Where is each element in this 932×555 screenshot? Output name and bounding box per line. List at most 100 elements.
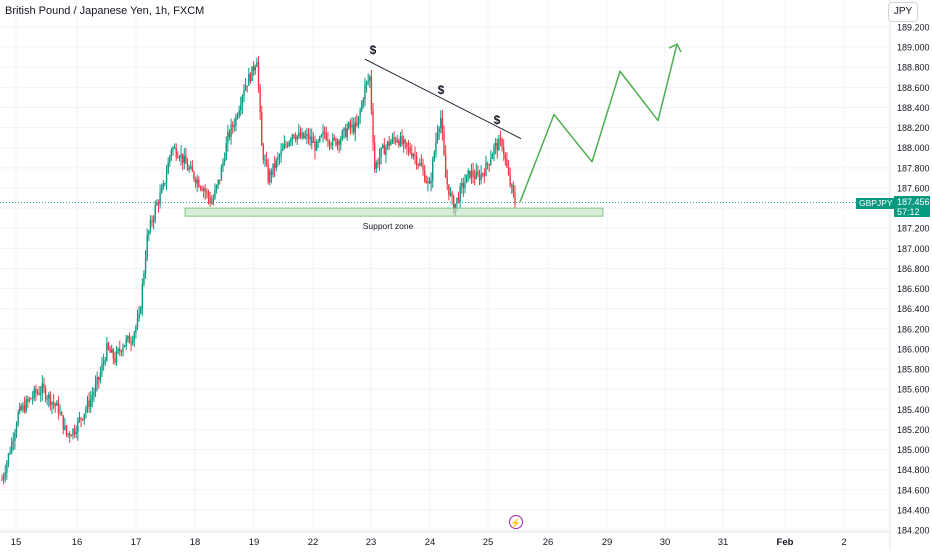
candle-body: [512, 185, 515, 193]
candle-body: [256, 62, 258, 67]
candle-body: [259, 86, 261, 113]
candle-body: [462, 183, 465, 188]
candle-body: [398, 140, 400, 146]
candle-body: [83, 413, 85, 420]
y-tick-label: 188.200: [897, 123, 930, 133]
candle-body: [9, 452, 11, 454]
candle-body: [440, 117, 442, 129]
candle-body: [328, 141, 331, 145]
candle-body: [448, 184, 450, 196]
candle-body: [17, 412, 19, 426]
candle-body: [309, 136, 311, 140]
lightning-icon[interactable]: ⚡: [509, 515, 523, 529]
candle-body: [101, 364, 103, 373]
y-tick-label: 186.200: [897, 324, 930, 334]
candle-body: [499, 138, 502, 140]
candle-body: [377, 162, 379, 165]
candle-body: [367, 80, 369, 82]
x-tick-label: Feb: [777, 537, 794, 548]
candle-body: [51, 401, 53, 406]
candle-body: [280, 150, 282, 157]
candle-body: [262, 145, 265, 160]
candle-body: [161, 187, 163, 193]
candle-body: [28, 398, 31, 401]
candle-body: [354, 122, 356, 133]
candle-body: [222, 161, 224, 168]
resistance-trendline: [364, 58, 522, 140]
candle-body: [432, 159, 434, 181]
y-tick-label: 186.000: [897, 344, 930, 354]
candle-body: [402, 139, 405, 144]
candle-body: [27, 399, 29, 401]
candle-body: [209, 197, 211, 203]
candle-body: [380, 147, 382, 157]
candle-body: [401, 136, 403, 144]
candle-body: [151, 220, 153, 223]
candle-body: [65, 425, 68, 435]
candle-body: [503, 146, 505, 155]
candle-body: [404, 139, 407, 143]
candle-body: [60, 412, 63, 416]
candle-body: [194, 178, 197, 184]
candle-body: [35, 388, 37, 394]
y-tick-label: 184.400: [897, 505, 930, 515]
candle-body: [412, 154, 415, 157]
current-price: 187.456: [897, 197, 930, 207]
candle-body: [261, 112, 263, 146]
candle-body: [506, 158, 508, 168]
currency-selector[interactable]: JPY: [888, 2, 918, 22]
candle-body: [140, 307, 142, 314]
candle-body: [243, 90, 245, 97]
candle-body: [338, 140, 340, 145]
candle-body: [175, 147, 177, 157]
candle-body: [22, 404, 24, 410]
candle-body: [399, 136, 402, 146]
candle-body: [375, 162, 377, 170]
candle-body: [96, 377, 98, 384]
candle-body: [144, 258, 147, 274]
candle-body: [7, 453, 10, 463]
candle-body: [46, 398, 48, 400]
candle-body: [249, 73, 252, 82]
candle-body: [277, 157, 279, 160]
candle-body: [472, 170, 474, 177]
candle-body: [469, 170, 471, 178]
x-tick-label: 29: [602, 537, 613, 548]
x-tick-label: 24: [425, 537, 436, 548]
candle-body: [246, 85, 248, 87]
candle-body: [191, 166, 194, 172]
candle-body: [459, 186, 461, 202]
candle-body: [406, 142, 408, 147]
candle-body: [365, 81, 368, 85]
candle-body: [407, 146, 410, 148]
candle-body: [335, 138, 337, 146]
candle-body: [90, 399, 92, 407]
candle-body: [104, 360, 106, 362]
candle-body: [199, 186, 202, 189]
candle-body: [509, 174, 511, 186]
candle-body: [180, 153, 182, 158]
candle-body: [64, 425, 66, 430]
candle-body: [385, 147, 387, 155]
candle-body: [4, 472, 6, 477]
candle-body: [370, 76, 373, 110]
candle-body: [81, 419, 84, 421]
candle-body: [423, 170, 426, 182]
candle-body: [441, 117, 444, 133]
candle-body: [220, 167, 223, 181]
candle-body: [319, 136, 321, 142]
candle-body: [388, 141, 390, 146]
candle-body: [298, 132, 300, 136]
candle-body: [214, 189, 216, 199]
candle-body: [269, 171, 271, 182]
candle-body: [94, 383, 97, 393]
candle-body: [52, 401, 55, 404]
candle-body: [386, 141, 389, 148]
candle-body: [240, 105, 242, 111]
candle-body: [451, 192, 453, 197]
candle-body: [464, 182, 466, 188]
x-tick-label: 30: [660, 537, 671, 548]
candle-body: [430, 180, 432, 184]
